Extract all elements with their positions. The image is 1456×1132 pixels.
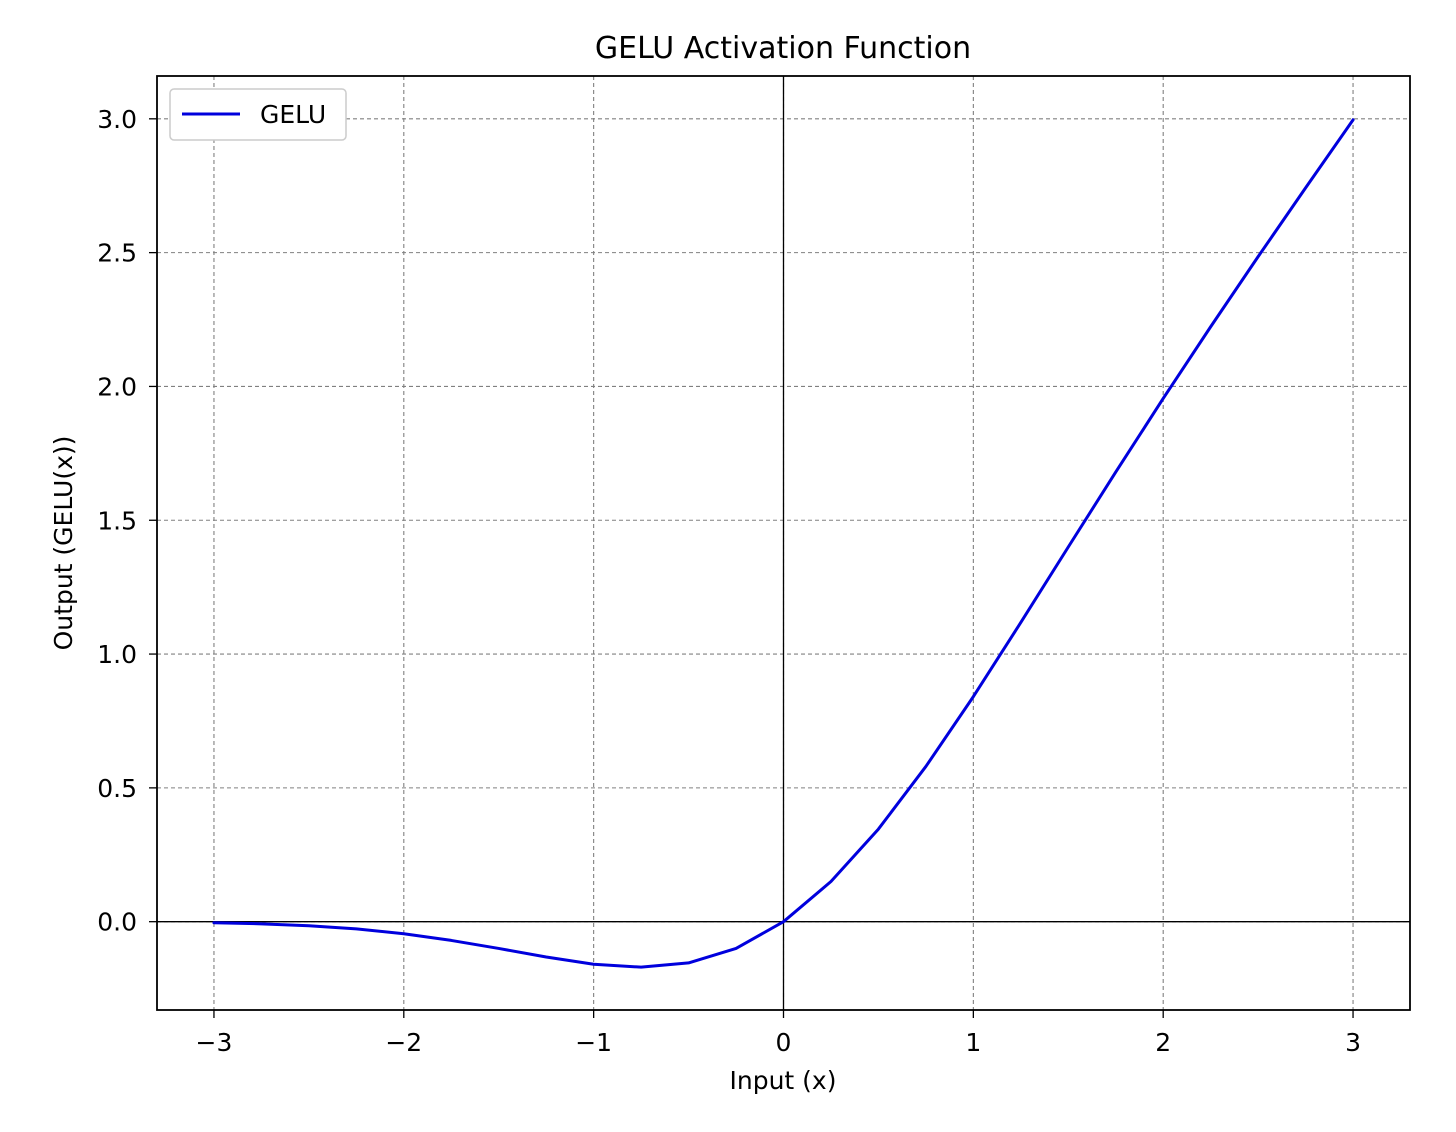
y-tick-label: 3.0 (97, 105, 137, 134)
y-tick-label: 0.5 (97, 774, 137, 803)
y-tick-label: 1.5 (97, 506, 137, 535)
y-tick-label: 0.0 (97, 908, 137, 937)
y-axis-label: Output (GELU(x)) (49, 436, 78, 651)
y-tick-label: 1.0 (97, 640, 137, 669)
x-tick-label: 2 (1155, 1028, 1171, 1057)
series-layer (212, 118, 1355, 969)
series-line-gelu (212, 118, 1355, 969)
chart-title: GELU Activation Function (595, 31, 971, 66)
x-tick-label: 3 (1345, 1028, 1361, 1057)
x-tick-label: −3 (196, 1028, 233, 1057)
x-axis-label: Input (x) (730, 1066, 837, 1095)
legend: GELU (169, 88, 347, 141)
x-tick-label: −1 (575, 1028, 612, 1057)
legend-box (169, 88, 347, 141)
ticks: −3 −2 −1 0 1 2 3 0.0 0.5 1.0 1.5 2.0 2.5 3.0 (97, 105, 1361, 1057)
x-tick-label: 1 (965, 1028, 981, 1057)
x-tick-label: −2 (385, 1028, 422, 1057)
y-tick-label: 2.5 (97, 239, 137, 268)
legend-label: GELU (260, 100, 326, 129)
y-tick-label: 2.0 (97, 372, 137, 401)
x-tick-label: 0 (776, 1028, 792, 1057)
